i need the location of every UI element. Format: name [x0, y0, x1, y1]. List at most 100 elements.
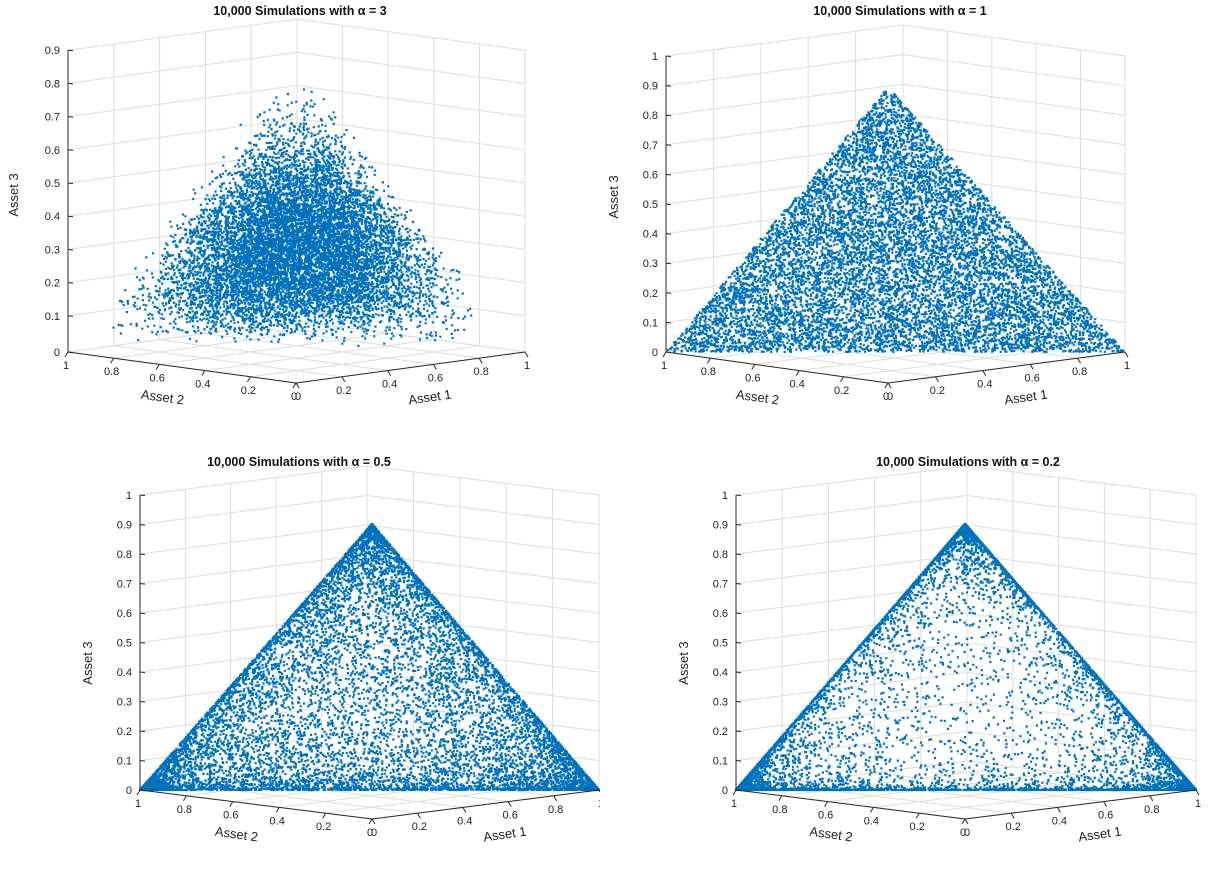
- chart-panel-alpha-0-2: 10,000 Simulations with α = 0.2 0 0.2 0.4 0.…: [600, 440, 1208, 874]
- z-axis-ticks: 0 0.1 0.2 0.3 0.4 0.5 0.6 0.7 0.8 0.9 1: [643, 51, 672, 359]
- x-tick-label: 0.2: [930, 385, 945, 397]
- x-axis-label: Asset 1: [482, 824, 527, 845]
- x-axis-label: Asset 1: [1077, 824, 1122, 845]
- x-tick-label: 0.2: [412, 821, 427, 833]
- x-tick-label: 0.8: [1072, 366, 1087, 378]
- scatter-marker: [666, 90, 1125, 354]
- scatter3d-chart-alpha-3: 10,000 Simulations with α = 300.20.40.60…: [6, 4, 530, 408]
- z-tick-label: 0: [126, 785, 132, 797]
- axes: [67, 50, 526, 384]
- chart-title: 10,000 Simulations with α = 0.5: [207, 455, 391, 469]
- grid-lines: [735, 465, 1197, 820]
- x-tick-label: 0.4: [977, 379, 992, 391]
- y-tick-label: 0: [367, 827, 373, 839]
- scatter3d-chart-alpha-1: 10,000 Simulations with α = 100.20.40.60…: [606, 4, 1130, 408]
- x-tick-label: 1: [1195, 798, 1201, 810]
- z-tick-label: 0.7: [117, 579, 132, 591]
- x-axis-ticks: 0 0.2 0.4 0.6 0.8 1: [964, 789, 1201, 839]
- scatter3d-chart-alpha-0-5: 10,000 Simulations with α = 0.5 0 0.2 0.4 0.…: [80, 455, 600, 845]
- z-tick-label: 0.2: [643, 288, 658, 300]
- scatter3d-chart-alpha-0-2: 10,000 Simulations with α = 0.2 0 0.2 0.4 0.…: [676, 455, 1201, 845]
- z-tick-label: 0.8: [713, 549, 728, 561]
- y-axis-ticks: 0 0.2 0.4 0.6 0.8 1: [661, 351, 889, 403]
- x-tick-label: 0.6: [503, 810, 518, 822]
- y-tick-label: 0.2: [834, 385, 849, 397]
- scatter-points: [734, 522, 1198, 792]
- x-tick-label: 0.8: [1144, 804, 1159, 816]
- x-tick-label: 0.4: [457, 815, 472, 827]
- x-tick-label: 0.6: [1025, 372, 1040, 384]
- y-tick-label: 0.4: [270, 815, 285, 827]
- z-tick-label: 0.4: [45, 211, 60, 223]
- y-tick-label: 0.8: [177, 804, 192, 816]
- scatter-marker: [138, 523, 600, 792]
- z-tick-label: 0.5: [713, 638, 728, 650]
- z-tick-label: 0.6: [117, 608, 132, 620]
- x-tick-label: 0.2: [1006, 821, 1021, 833]
- x-tick-label: 0: [371, 827, 377, 839]
- x-tick-label: 1: [598, 798, 600, 810]
- z-tick-label: 0.9: [713, 520, 728, 532]
- y-tick-label: 0: [960, 827, 966, 839]
- z-tick-label: 0: [722, 785, 728, 797]
- z-tick-label: 1: [722, 490, 728, 502]
- z-tick-label: 0.8: [117, 549, 132, 561]
- y-tick-label: 0.6: [745, 372, 760, 384]
- x-tick-label: 0.2: [336, 385, 351, 397]
- y-tick-label: 0: [883, 391, 889, 403]
- z-tick-label: 0.4: [643, 229, 658, 241]
- z-tick-label: 0.1: [45, 311, 60, 323]
- z-tick-label: 0.4: [713, 667, 728, 679]
- y-tick-label: 1: [63, 360, 69, 372]
- y-tick-label: 0.4: [195, 379, 210, 391]
- y-tick-label: 0.8: [701, 366, 716, 378]
- scatter-marker: [734, 522, 1198, 792]
- z-axis-label: Asset 3: [80, 641, 95, 684]
- y-tick-label: 0.4: [790, 379, 805, 391]
- z-tick-label: 0.7: [713, 579, 728, 591]
- x-tick-label: 0: [964, 827, 970, 839]
- x-tick-label: 1: [1124, 360, 1130, 372]
- y-tick-label: 0.8: [104, 366, 119, 378]
- y-axis-label: Asset 2: [214, 824, 259, 845]
- y-tick-label: 0.6: [150, 372, 165, 384]
- y-tick-label: 0.4: [864, 815, 879, 827]
- z-tick-label: 0.5: [45, 178, 60, 190]
- x-tick-label: 0.8: [474, 366, 489, 378]
- scatter-points: [138, 523, 600, 792]
- z-tick-label: 0.2: [117, 726, 132, 738]
- y-tick-label: 0.2: [910, 821, 925, 833]
- z-tick-label: 0.3: [45, 244, 60, 256]
- z-tick-label: 0.3: [713, 697, 728, 709]
- x-tick-label: 0.8: [548, 804, 563, 816]
- scatter-points: [666, 90, 1125, 354]
- y-axis-ticks: 0 0.2 0.4 0.6 0.8 1: [63, 351, 297, 403]
- z-tick-label: 0.8: [643, 110, 658, 122]
- x-tick-label: 0: [295, 391, 301, 403]
- chart-title: 10,000 Simulations with α = 0.2: [876, 455, 1060, 469]
- x-tick-label: 1: [524, 360, 530, 372]
- x-axis-label: Asset 1: [1003, 387, 1048, 408]
- z-tick-label: 1: [652, 51, 658, 63]
- z-axis-label: Asset 3: [6, 173, 21, 216]
- z-tick-label: 0.9: [643, 81, 658, 93]
- x-tick-label: 0.4: [1052, 815, 1067, 827]
- y-tick-label: 0.6: [223, 810, 238, 822]
- z-tick-label: 0.1: [643, 317, 658, 329]
- z-tick-label: 0.2: [713, 726, 728, 738]
- z-tick-label: 0.3: [117, 697, 132, 709]
- z-axis-label: Asset 3: [606, 175, 621, 218]
- z-tick-label: 0.5: [117, 638, 132, 650]
- chart-panel-alpha-3: 10,000 Simulations with α = 3 0 0.2 0.4 0.6 0…: [0, 0, 600, 425]
- scatter-points: [112, 88, 473, 348]
- z-tick-label: 0: [652, 347, 658, 359]
- y-tick-label: 0.6: [818, 810, 833, 822]
- y-tick-label: 0: [291, 391, 297, 403]
- chart-panel-alpha-0-5: 10,000 Simulations with α = 0.5 0 0.2 0.4 0.…: [0, 440, 600, 874]
- z-axis-ticks: 0 0.1 0.2 0.3 0.4 0.5 0.6 0.7 0.8 0.9: [45, 45, 74, 359]
- z-tick-label: 0.8: [45, 78, 60, 90]
- z-tick-label: 0.3: [643, 258, 658, 270]
- y-tick-label: 0.2: [316, 821, 331, 833]
- z-tick-label: 0.1: [117, 756, 132, 768]
- x-axis-label: Asset 1: [407, 387, 452, 408]
